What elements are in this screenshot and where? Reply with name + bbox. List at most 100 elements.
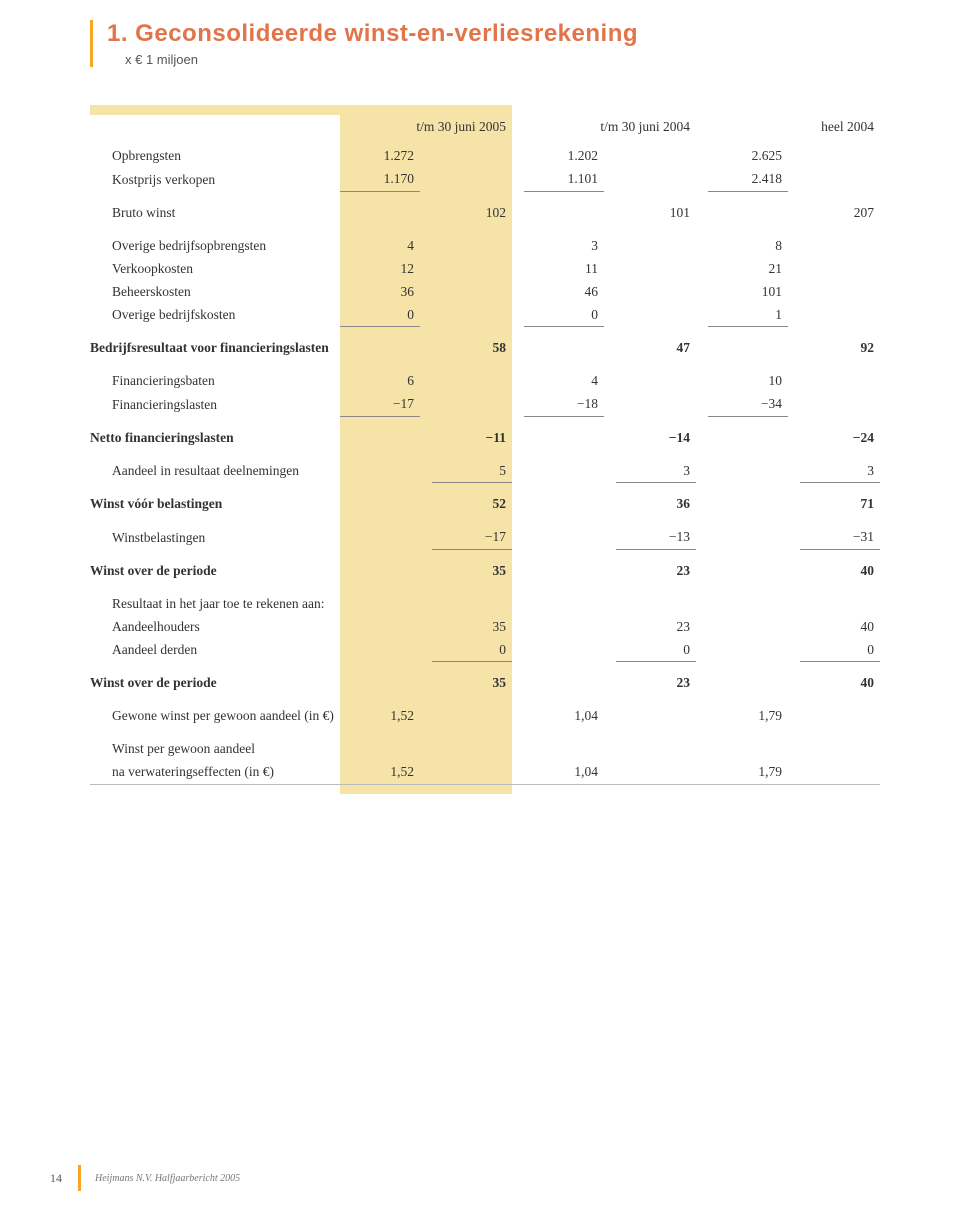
row-finbaten: Financieringsbaten 6 4 10 — [90, 370, 880, 393]
row-winstperiode: Winst over de periode 35 23 40 — [90, 559, 880, 582]
page-number: 14 — [50, 1171, 62, 1186]
cell: 58 — [432, 337, 512, 360]
cell: 47 — [616, 337, 696, 360]
cell: 1,52 — [340, 761, 420, 785]
cell: 5 — [432, 459, 512, 483]
cell: 52 — [432, 493, 512, 516]
label-verkoopkosten: Verkoopkosten — [90, 257, 340, 280]
row-aandeelderden: Aandeel derden 0 0 0 — [90, 638, 880, 662]
cell: 3 — [524, 234, 604, 257]
row-winstpergewoon2: na verwateringseffecten (in €) 1,52 1,04… — [90, 761, 880, 785]
col-2004h-header: t/m 30 juni 2004 — [524, 115, 696, 145]
label-winstbel: Winstbelastingen — [90, 526, 340, 550]
cell: 207 — [800, 201, 880, 224]
cell: 2.418 — [708, 168, 788, 192]
cell: 0 — [432, 638, 512, 662]
cell: 0 — [800, 638, 880, 662]
cell: 12 — [340, 257, 420, 280]
cell: 40 — [800, 615, 880, 638]
cell: 1,04 — [524, 761, 604, 785]
row-gewonewinst: Gewone winst per gewoon aandeel (in €) 1… — [90, 705, 880, 728]
cell: 1 — [708, 303, 788, 327]
row-kostprijs: Kostprijs verkopen 1.170 1.101 2.418 — [90, 168, 880, 192]
col-2005-header: t/m 30 juni 2005 — [340, 115, 512, 145]
page-subtitle: x € 1 miljoen — [125, 52, 880, 67]
cell: 1.202 — [524, 145, 604, 168]
footer-text: Heijmans N.V. Halfjaarbericht 2005 — [95, 1173, 240, 1184]
cell: 36 — [340, 280, 420, 303]
label-gewonewinst: Gewone winst per gewoon aandeel (in €) — [90, 705, 340, 728]
cell: 101 — [616, 201, 696, 224]
cell: 0 — [340, 303, 420, 327]
cell: 1,79 — [708, 705, 788, 728]
cell: 0 — [524, 303, 604, 327]
cell: 1.101 — [524, 168, 604, 192]
label-aandeelderden: Aandeel derden — [90, 638, 340, 662]
row-overigebk: Overige bedrijfskosten 0 0 1 — [90, 303, 880, 327]
cell: 36 — [616, 493, 696, 516]
cell: 35 — [432, 559, 512, 582]
row-resjaartoe: Resultaat in het jaar toe te rekenen aan… — [90, 592, 880, 615]
cell: 1,52 — [340, 705, 420, 728]
label-finlasten: Financieringslasten — [90, 393, 340, 417]
label-aandeelhouders: Aandeelhouders — [90, 615, 340, 638]
cell: 1.272 — [340, 145, 420, 168]
row-verkoopkosten: Verkoopkosten 12 11 21 — [90, 257, 880, 280]
label-bedrijfsres: Bedrijfsresultaat voor financieringslast… — [90, 337, 340, 360]
row-opbrengsten: Opbrengsten 1.272 1.202 2.625 — [90, 145, 880, 168]
cell: 46 — [524, 280, 604, 303]
cell: 0 — [616, 638, 696, 662]
cell: 101 — [708, 280, 788, 303]
row-bedrijfsres: Bedrijfsresultaat voor financieringslast… — [90, 337, 880, 360]
cell: 35 — [432, 615, 512, 638]
row-overigeop: Overige bedrijfsopbrengsten 4 3 8 — [90, 234, 880, 257]
label-opbrengsten: Opbrengsten — [90, 145, 340, 168]
cell: 1.170 — [340, 168, 420, 192]
footer-bar-icon — [78, 1165, 81, 1191]
row-winstperiode2: Winst over de periode 35 23 40 — [90, 672, 880, 695]
label-overigebk: Overige bedrijfskosten — [90, 303, 340, 327]
label-winstperiode: Winst over de periode — [90, 559, 340, 582]
cell: 1,04 — [524, 705, 604, 728]
row-aandeelhouders: Aandeelhouders 35 23 40 — [90, 615, 880, 638]
label-kostprijs: Kostprijs verkopen — [90, 168, 340, 192]
cell: 4 — [340, 234, 420, 257]
cell: 40 — [800, 559, 880, 582]
page-title: 1. Geconsolideerde winst-en-verliesreken… — [107, 20, 880, 48]
label-brutowinst: Bruto winst — [90, 201, 340, 224]
label-wpg2: na verwateringseffecten (in €) — [90, 761, 340, 785]
row-aandeelres: Aandeel in resultaat deelnemingen 5 3 3 — [90, 459, 880, 483]
label-overigeop: Overige bedrijfsopbrengsten — [90, 234, 340, 257]
cell: 1,79 — [708, 761, 788, 785]
cell: 6 — [340, 370, 420, 393]
label-resjaartoe: Resultaat in het jaar toe te rekenen aan… — [90, 592, 340, 615]
cell: 11 — [524, 257, 604, 280]
pl-table: t/m 30 juni 2005 t/m 30 juni 2004 heel 2… — [90, 105, 880, 794]
page-footer: 14 Heijmans N.V. Halfjaarbericht 2005 — [50, 1165, 240, 1191]
header-row: t/m 30 juni 2005 t/m 30 juni 2004 heel 2… — [90, 115, 880, 145]
cell: −13 — [616, 526, 696, 550]
cell: 71 — [800, 493, 880, 516]
cell: 92 — [800, 337, 880, 360]
col-2004y-header: heel 2004 — [708, 115, 880, 145]
label-wpg1: Winst per gewoon aandeel — [90, 738, 340, 761]
row-nettofin: Netto financieringslasten −11 −14 −24 — [90, 426, 880, 449]
cell: −18 — [524, 393, 604, 417]
cell: 23 — [616, 559, 696, 582]
label-nettofin: Netto financieringslasten — [90, 426, 340, 449]
cell: 23 — [616, 615, 696, 638]
cell: 10 — [708, 370, 788, 393]
cell: 3 — [616, 459, 696, 483]
cell: 3 — [800, 459, 880, 483]
cell: 40 — [800, 672, 880, 695]
row-brutowinst: Bruto winst 102 101 207 — [90, 201, 880, 224]
label-winstperiode2: Winst over de periode — [90, 672, 340, 695]
title-block: 1. Geconsolideerde winst-en-verliesreken… — [90, 20, 880, 67]
row-winstpergewoon1: Winst per gewoon aandeel — [90, 738, 880, 761]
label-aandeelres: Aandeel in resultaat deelnemingen — [90, 459, 340, 483]
cell: 8 — [708, 234, 788, 257]
row-winstbel: Winstbelastingen −17 −13 −31 — [90, 526, 880, 550]
cell: −34 — [708, 393, 788, 417]
cell: −24 — [800, 426, 880, 449]
cell: −11 — [432, 426, 512, 449]
